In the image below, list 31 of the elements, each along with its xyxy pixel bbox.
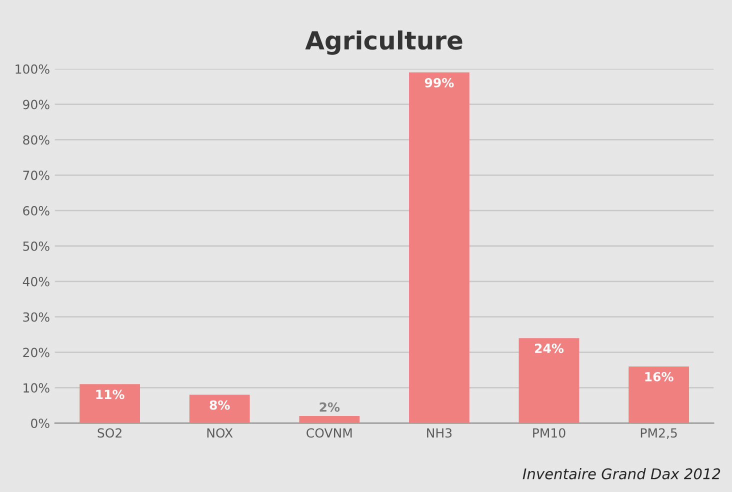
y-tick-label: 90% [23,100,50,110]
text: Inventaire Grand Dax 2012 [522,468,720,480]
x-tick-label: COVNM [306,428,352,438]
bar [189,394,250,424]
y-tick-label: 60% [23,206,50,216]
y-tick-label: 70% [23,170,50,180]
y-tick-label: 30% [23,312,50,322]
x-tick-label: PM10 [533,428,566,438]
bar [80,384,140,424]
y-tick-label: 10% [24,383,50,393]
bar [518,338,580,424]
x-tick-label: NOX [207,428,233,438]
data-label: 8% [210,400,230,410]
bar [299,416,360,424]
bar [409,72,470,424]
y-tick-label: 20% [23,348,50,358]
x-tick-label: NH3 [427,428,452,438]
bar [628,366,689,424]
y-tick-label: 80% [23,135,50,145]
data-label: 99% [424,78,454,88]
y-tick-label: 40% [22,276,50,286]
chart-title: Agriculture [305,30,462,55]
data-label: 2% [320,402,340,412]
y-tick-label: 50% [23,241,50,251]
data-label: 16% [645,372,674,382]
data-label: 11% [96,390,124,400]
x-tick-label: PM2,5 [640,428,677,439]
y-tick-label: 0% [31,418,50,428]
y-tick-label: 100% [16,64,50,74]
data-label: 24% [535,344,564,354]
x-tick-label: SO2 [98,428,122,438]
